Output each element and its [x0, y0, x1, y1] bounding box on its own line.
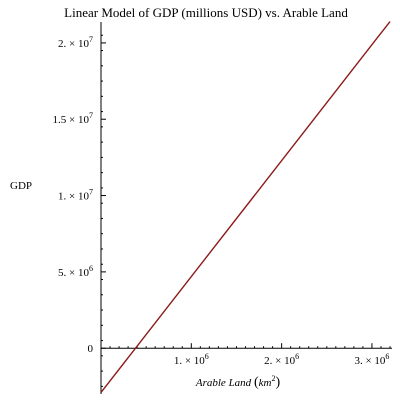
- axes: [100, 22, 392, 394]
- y-axis-label: GDP: [10, 180, 32, 192]
- y-tick-label: 5. × 106: [58, 264, 93, 279]
- y-tick-label: 1. × 107: [58, 188, 93, 203]
- series-group: [100, 21, 391, 393]
- x-tick-label: 3. × 106: [354, 352, 389, 367]
- series-line: [100, 21, 391, 393]
- x-tick-label: 2. × 106: [264, 352, 299, 367]
- y-tick-label: 2. × 107: [58, 35, 93, 50]
- chart-title: Linear Model of GDP (millions USD) vs. A…: [64, 5, 348, 20]
- ticks: 0 5. × 106 1. × 107 1.5 × 107 2. × 107 1. × 1…: [53, 34, 391, 387]
- x-axis-label: Arable Land (km2): [195, 374, 281, 390]
- y-tick-label: 0: [88, 343, 94, 355]
- x-tick-label: 1. × 106: [174, 352, 209, 367]
- y-tick-label: 1.5 × 107: [53, 111, 93, 126]
